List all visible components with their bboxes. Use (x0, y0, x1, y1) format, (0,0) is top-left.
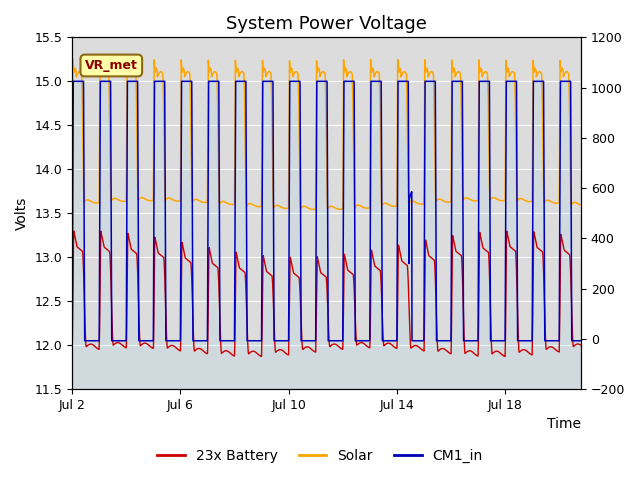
Legend: 23x Battery, Solar, CM1_in: 23x Battery, Solar, CM1_in (152, 443, 488, 468)
Y-axis label: Volts: Volts (15, 196, 29, 230)
Text: VR_met: VR_met (85, 59, 138, 72)
Title: System Power Voltage: System Power Voltage (226, 15, 427, 33)
X-axis label: Time: Time (547, 418, 581, 432)
